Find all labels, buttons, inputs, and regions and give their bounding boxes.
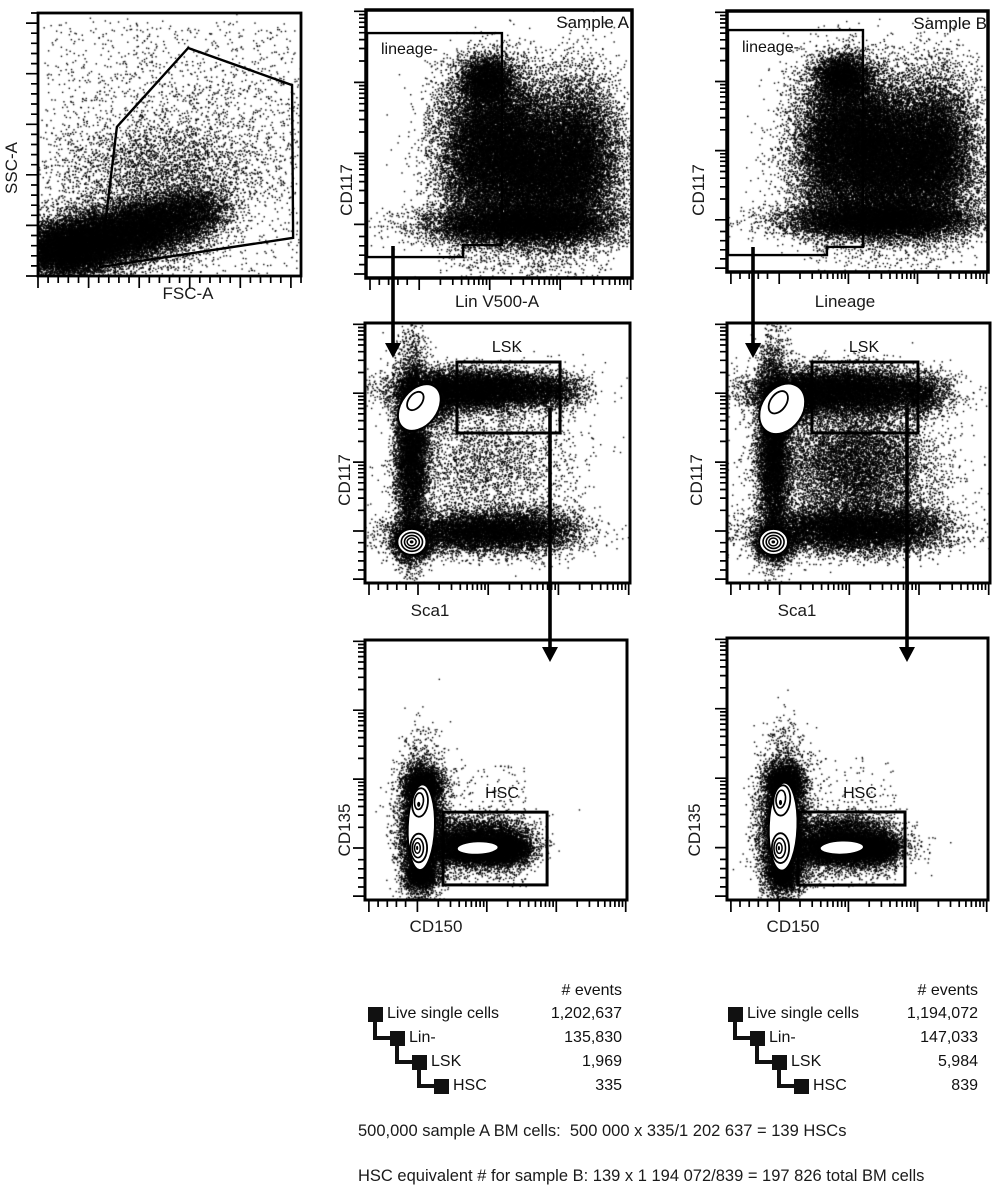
tree-connector <box>777 1070 794 1088</box>
sampleA-lineage-plot-xlabel: Lin V500-A <box>454 292 540 311</box>
sampleA-lineage-plot-ylabel: CD117 <box>337 164 356 216</box>
gate-node-count: 335 <box>595 1077 622 1094</box>
gate-node-icon <box>390 1031 405 1046</box>
gate-node-icon <box>434 1079 449 1094</box>
gating-hierarchy-sample-a: # events Live single cells 1,202,637 Lin- 13… <box>368 982 622 1112</box>
gate-node-count: 1,194,072 <box>906 1005 978 1022</box>
gate-node-icon <box>794 1079 809 1094</box>
sampleB-hsc-plot-xlabel: CD150 <box>766 917 820 936</box>
fsc-ssc-plot-points <box>38 13 301 276</box>
gate-node-label: Live single cells <box>387 1005 500 1022</box>
sampleB-hsc-plot-ylabel: CD135 <box>685 803 704 857</box>
sampleA-lineage-plot-title: Sample A <box>556 13 629 32</box>
gate-node-icon <box>412 1055 427 1070</box>
sampleB-hsc-plot-points <box>727 638 988 900</box>
gate-node-count: 839 <box>951 1077 978 1094</box>
events-column-header: # events <box>561 982 622 999</box>
gate-node-label: HSC <box>813 1077 847 1094</box>
sampleB-lsk-plot-xlabel: Sca1 <box>777 601 817 620</box>
sampleB-hsc-plot-gate-label: HSC <box>843 785 877 802</box>
sampleA-lsk-plot-xlabel: Sca1 <box>410 601 450 620</box>
tree-connector <box>733 1022 750 1040</box>
gate-node-count: 1,969 <box>581 1053 622 1070</box>
gate-node-label: Lin- <box>769 1029 796 1046</box>
gate-node-count: 5,984 <box>937 1053 978 1070</box>
sampleA-lineage-plot-gate-label: lineage- <box>381 41 438 58</box>
gate-node-label: Lin- <box>409 1029 436 1046</box>
sampleB-lineage-plot-gate-label: lineage- <box>742 39 799 56</box>
gate-node-icon <box>368 1007 383 1022</box>
sampleB-lsk-plot-points <box>727 323 990 583</box>
gate-node-count: 1,202,637 <box>550 1005 622 1022</box>
sampleB-lineage-plot-title: Sample B <box>913 14 987 33</box>
sampleA-lsk-plot-ylabel: CD117 <box>335 454 354 506</box>
tree-connector <box>755 1046 772 1064</box>
sampleB-lineage-plot-ylabel: CD117 <box>689 164 708 216</box>
sample-b-calculation: HSC equivalent # for sample B: 139 x 1 1… <box>358 1167 925 1185</box>
gate-node-count: 135,830 <box>564 1029 622 1046</box>
gate-node-label: HSC <box>453 1077 487 1094</box>
sampleB-lineage-plot-xlabel: Lineage <box>814 292 876 311</box>
gate-node-label: Live single cells <box>747 1005 860 1022</box>
fsc-ssc-plot-ylabel: SSC-A <box>2 142 21 194</box>
sampleB-lsk-plot-gate-label: LSK <box>848 339 880 356</box>
tree-connector <box>373 1022 390 1040</box>
fsc-ssc-plot-xlabel: FSC-A <box>162 284 214 303</box>
gate-node-icon <box>772 1055 787 1070</box>
gate-node-label: LSK <box>791 1053 822 1070</box>
sampleA-lsk-plot-gate-label: LSK <box>491 339 523 356</box>
gate-node-count: 147,033 <box>920 1029 978 1046</box>
tree-connector <box>417 1070 434 1088</box>
sampleB-lsk-plot-ylabel: CD117 <box>687 454 706 506</box>
gate-node-icon <box>750 1031 765 1046</box>
sample-a-calculation: 500,000 sample A BM cells: 500 000 x 335… <box>358 1122 847 1140</box>
sampleA-hsc-plot-points <box>365 640 627 900</box>
sampleA-hsc-plot-ylabel: CD135 <box>335 803 354 857</box>
sampleA-hsc-plot-gate-label: HSC <box>485 785 519 802</box>
sampleA-lsk-plot-points <box>365 323 630 583</box>
tree-connector <box>395 1046 412 1064</box>
gate-node-label: LSK <box>431 1053 462 1070</box>
gating-hierarchy-sample-b: # events Live single cells 1,194,072 Lin- 14… <box>728 982 978 1112</box>
gate-node-icon <box>728 1007 743 1022</box>
events-column-header: # events <box>917 982 978 999</box>
sampleA-hsc-plot-xlabel: CD150 <box>409 917 463 936</box>
